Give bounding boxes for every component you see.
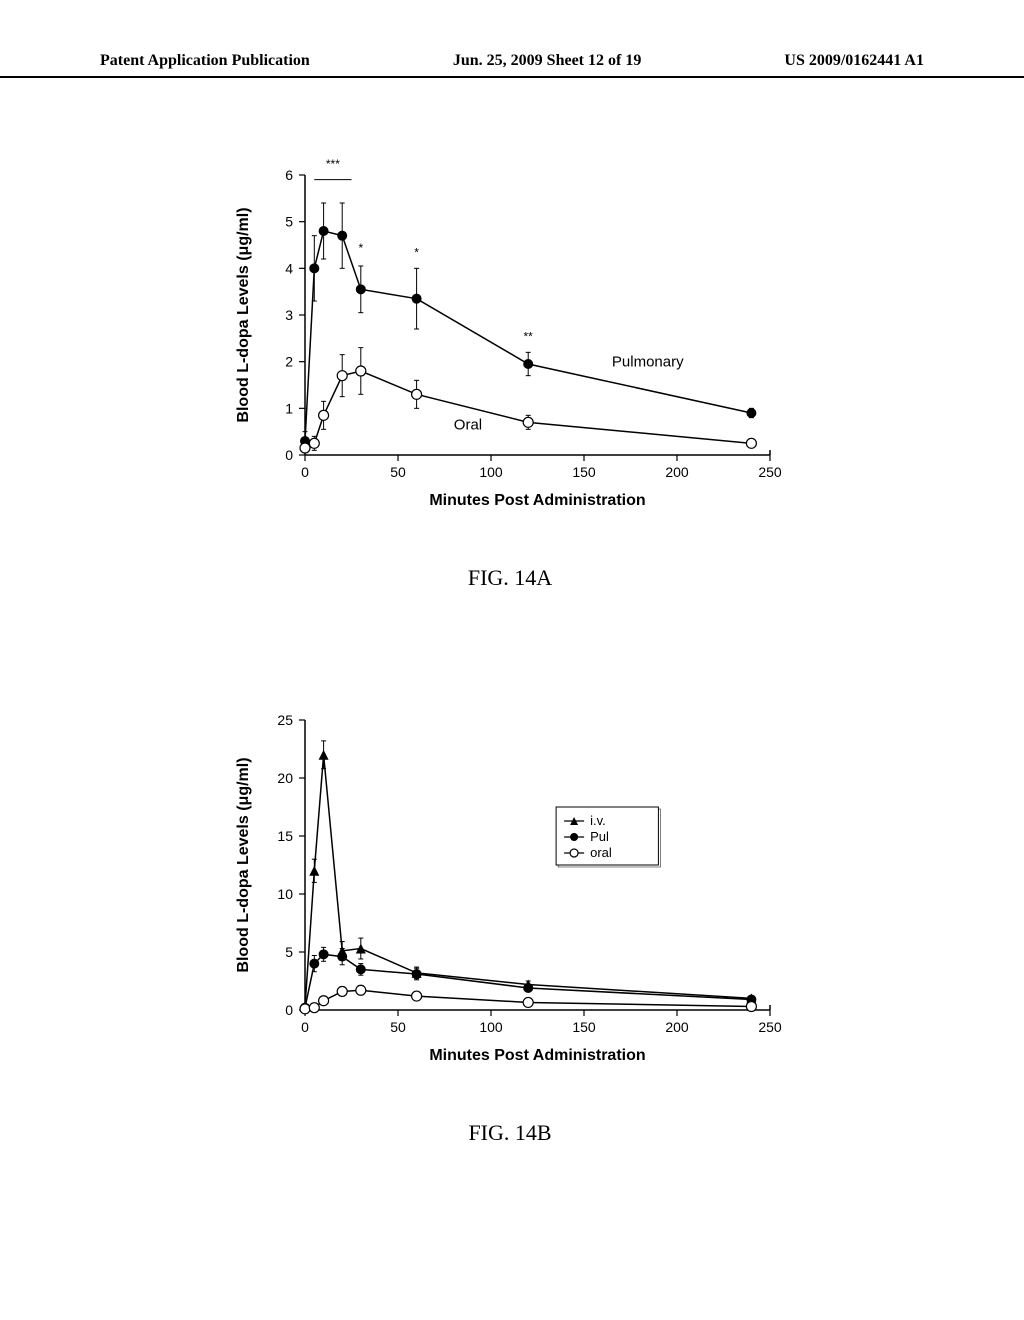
svg-text:50: 50 (390, 1019, 406, 1035)
svg-text:*: * (358, 241, 363, 255)
svg-text:*: * (414, 246, 419, 260)
svg-text:***: *** (326, 157, 340, 171)
svg-text:250: 250 (758, 464, 782, 480)
svg-text:2: 2 (285, 354, 293, 370)
svg-text:10: 10 (277, 886, 293, 902)
svg-text:3: 3 (285, 307, 293, 323)
chart-a-container: 0 50 100 150 200 250 0 1 2 3 4 5 6 Minutes Post Admin… (230, 155, 790, 591)
svg-text:200: 200 (665, 464, 689, 480)
svg-text:Minutes Post Administration: Minutes Post Administration (429, 492, 645, 509)
svg-text:Blood L-dopa Levels (μg/ml): Blood L-dopa Levels (μg/ml) (235, 757, 252, 972)
header-center: Jun. 25, 2009 Sheet 12 of 19 (453, 52, 641, 70)
svg-text:50: 50 (390, 464, 406, 480)
svg-text:0: 0 (285, 1002, 293, 1018)
svg-text:Minutes Post Administration: Minutes Post Administration (429, 1047, 645, 1064)
svg-text:Pul: Pul (590, 829, 609, 844)
header-left: Patent Application Publication (100, 52, 310, 70)
svg-text:200: 200 (665, 1019, 689, 1035)
chart-b-svg: 0 50 100 150 200 250 0 5 10 15 20 25 Minutes Post Ad… (230, 700, 790, 1070)
svg-text:250: 250 (758, 1019, 782, 1035)
svg-text:25: 25 (277, 712, 293, 728)
chart-a-svg: 0 50 100 150 200 250 0 1 2 3 4 5 6 Minutes Post Admin… (230, 155, 790, 515)
svg-text:Oral: Oral (454, 416, 482, 433)
svg-text:0: 0 (285, 447, 293, 463)
figure-label-a: FIG. 14A (230, 565, 790, 591)
svg-text:**: ** (524, 330, 534, 344)
svg-text:4: 4 (285, 260, 293, 276)
header-right: US 2009/0162441 A1 (784, 52, 924, 70)
svg-text:6: 6 (285, 167, 293, 183)
chart-b-container: 0 50 100 150 200 250 0 5 10 15 20 25 Minutes Post Ad… (230, 700, 790, 1146)
svg-text:Blood L-dopa Levels (μg/ml): Blood L-dopa Levels (μg/ml) (235, 207, 252, 422)
svg-text:5: 5 (285, 214, 293, 230)
svg-text:100: 100 (479, 464, 503, 480)
svg-text:i.v.: i.v. (590, 813, 606, 828)
svg-text:15: 15 (277, 828, 293, 844)
figure-label-b: FIG. 14B (230, 1120, 790, 1146)
page-header: Patent Application Publication Jun. 25, … (0, 52, 1024, 78)
svg-text:oral: oral (590, 845, 612, 860)
svg-text:150: 150 (572, 464, 596, 480)
svg-text:1: 1 (285, 400, 293, 416)
svg-text:100: 100 (479, 1019, 503, 1035)
svg-text:0: 0 (301, 464, 309, 480)
svg-text:5: 5 (285, 944, 293, 960)
svg-text:150: 150 (572, 1019, 596, 1035)
svg-text:20: 20 (277, 770, 293, 786)
svg-text:Pulmonary: Pulmonary (612, 353, 684, 370)
svg-text:0: 0 (301, 1019, 309, 1035)
